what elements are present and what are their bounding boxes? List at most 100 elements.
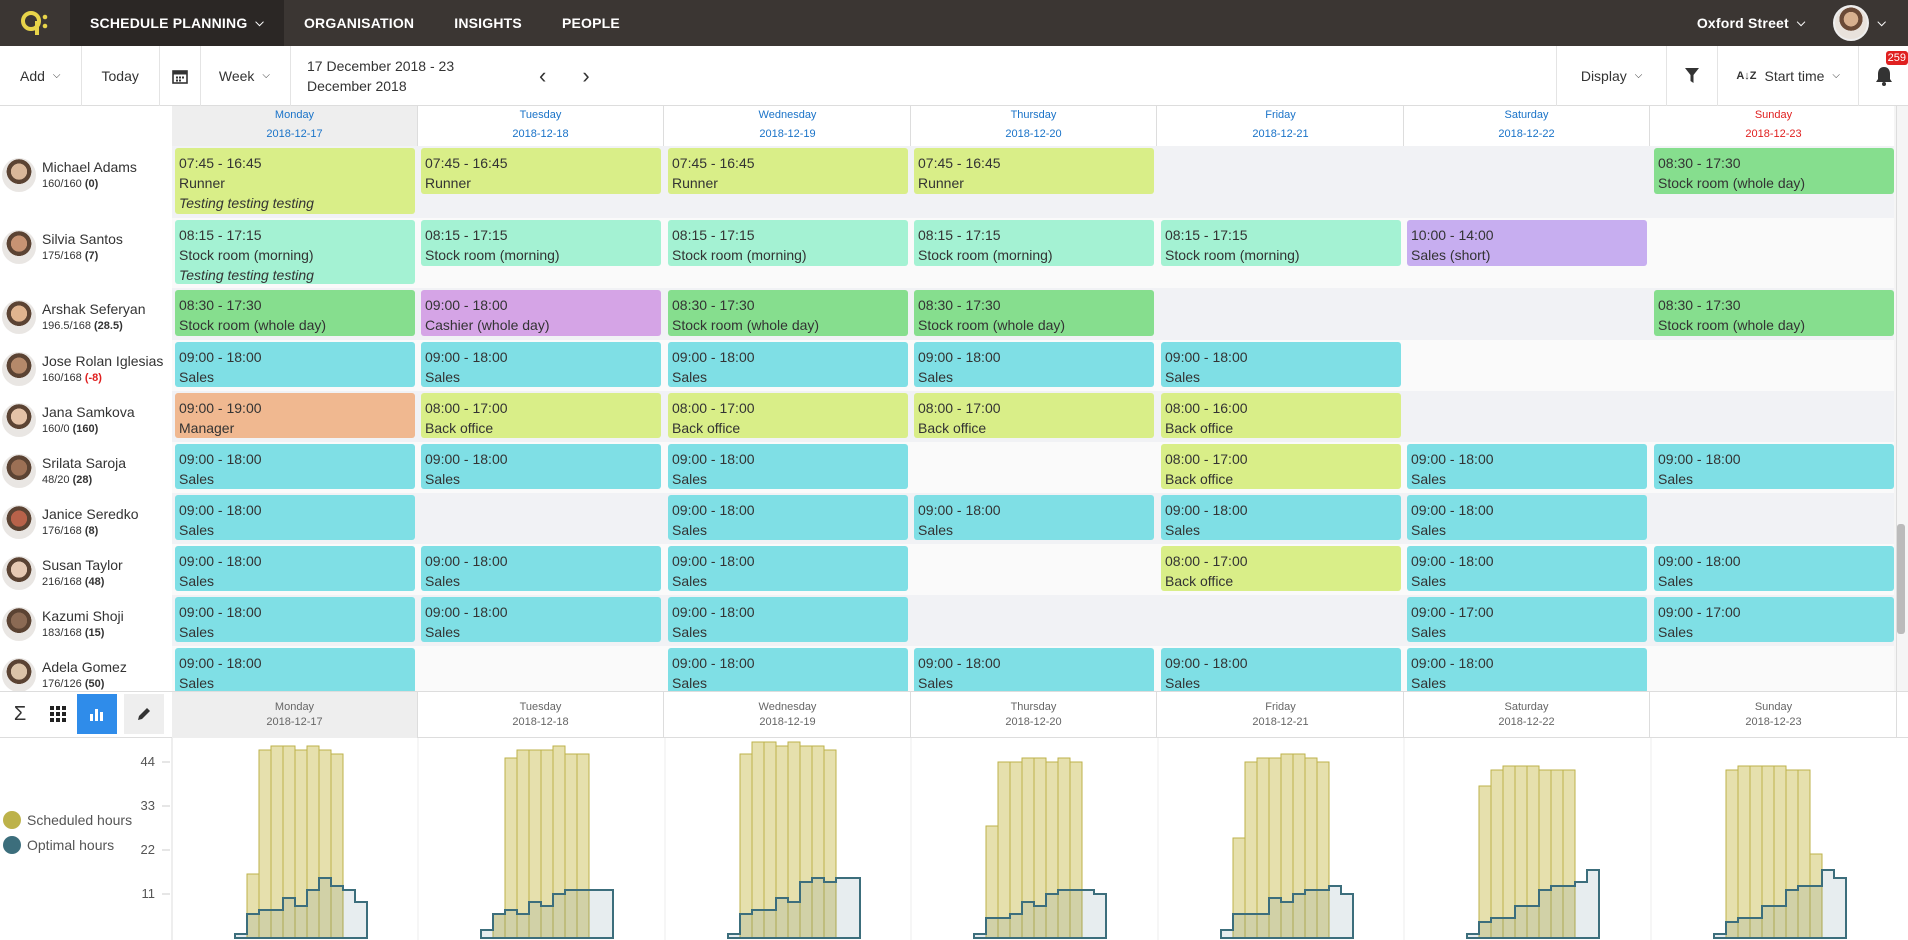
day-header[interactable]: Monday 2018-12-17 xyxy=(172,106,418,146)
scheduled-bar xyxy=(516,749,530,939)
filter-button[interactable] xyxy=(1666,45,1717,106)
next-week-button[interactable]: › xyxy=(564,63,607,89)
shift-block[interactable]: 08:15 - 17:15 Stock room (morning) xyxy=(914,220,1154,266)
vertical-scrollbar[interactable] xyxy=(1894,106,1908,691)
employee-0[interactable]: Michael Adams 160/160 (0) xyxy=(0,150,172,200)
shift-block[interactable]: 09:00 - 18:00 Sales xyxy=(1654,444,1894,489)
shift-block[interactable]: 09:00 - 18:00 Sales xyxy=(1161,495,1401,540)
shift-role: Stock room (morning) xyxy=(1165,247,1300,263)
shift-block[interactable]: 09:00 - 18:00 Sales xyxy=(914,648,1154,691)
employee-7[interactable]: Susan Taylor 216/168 (48) xyxy=(0,548,172,598)
sum-button[interactable]: Σ xyxy=(0,694,40,734)
sort-az-icon: A↓Z xyxy=(1736,69,1757,82)
app-logo[interactable] xyxy=(0,0,70,46)
day-header[interactable]: Tuesday 2018-12-18 xyxy=(418,106,664,146)
scrollbar-thumb[interactable] xyxy=(1897,524,1905,634)
shift-block[interactable]: 09:00 - 18:00 Sales xyxy=(1654,546,1894,591)
shift-block[interactable]: 08:00 - 17:00 Back office xyxy=(914,393,1154,438)
shift-block[interactable]: 08:30 - 17:30 Stock room (whole day) xyxy=(175,290,415,336)
summary-day-date: 2018-12-23 xyxy=(1745,716,1802,728)
shift-block[interactable]: 08:00 - 17:00 Back office xyxy=(668,393,908,438)
nav-insights[interactable]: INSIGHTS xyxy=(454,15,522,31)
day-header[interactable]: Wednesday 2018-12-19 xyxy=(665,106,911,146)
shift-block[interactable]: 09:00 - 18:00 Sales xyxy=(421,597,661,642)
shift-block[interactable]: 08:15 - 17:15 Stock room (morning) Testing… xyxy=(175,220,415,284)
shift-block[interactable]: 08:30 - 17:30 Stock room (whole day) xyxy=(1654,290,1894,336)
shift-block[interactable]: 09:00 - 19:00 Manager xyxy=(175,393,415,438)
user-menu[interactable]: ⌵ xyxy=(1825,0,1908,46)
day-header[interactable]: Thursday 2018-12-20 xyxy=(911,106,1157,146)
day-header[interactable]: Friday 2018-12-21 xyxy=(1158,106,1404,146)
shift-block[interactable]: 09:00 - 18:00 Sales xyxy=(1407,444,1647,489)
shift-block[interactable]: 09:00 - 18:00 Sales xyxy=(421,342,661,387)
shift-block[interactable]: 09:00 - 18:00 Sales xyxy=(175,648,415,691)
calendar-button[interactable] xyxy=(160,45,201,106)
shift-block[interactable]: 09:00 - 18:00 Sales xyxy=(668,495,908,540)
shift-block[interactable]: 08:00 - 17:00 Back office xyxy=(1161,444,1401,489)
shift-block[interactable]: 08:30 - 17:30 Stock room (whole day) xyxy=(914,290,1154,336)
shift-block[interactable]: 09:00 - 18:00 Sales xyxy=(1407,648,1647,691)
shift-block[interactable]: 09:00 - 18:00 Sales xyxy=(1407,495,1647,540)
day-header[interactable]: Sunday 2018-12-23 xyxy=(1651,106,1897,146)
shift-block[interactable]: 09:00 - 18:00 Sales xyxy=(914,495,1154,540)
shift-block[interactable]: 07:45 - 16:45 Runner Testing testing testi… xyxy=(175,148,415,214)
shift-block[interactable]: 09:00 - 17:00 Sales xyxy=(1407,597,1647,642)
employee-6[interactable]: Janice Seredko 176/168 (8) xyxy=(0,497,172,547)
shift-block[interactable]: 09:00 - 18:00 Sales xyxy=(668,597,908,642)
shift-block[interactable]: 09:00 - 18:00 Sales xyxy=(421,444,661,489)
shift-block[interactable]: 08:00 - 17:00 Back office xyxy=(421,393,661,438)
shift-block[interactable]: 07:45 - 16:45 Runner xyxy=(914,148,1154,194)
notifications-button[interactable]: 259 xyxy=(1858,45,1908,106)
employee-2[interactable]: Arshak Seferyan 196.5/168 (28.5) xyxy=(0,292,172,342)
shift-block[interactable]: 07:45 - 16:45 Runner xyxy=(668,148,908,194)
shift-block[interactable]: 09:00 - 18:00 Sales xyxy=(914,342,1154,387)
employee-9[interactable]: Adela Gomez 176/126 (50) xyxy=(0,650,172,691)
shift-block[interactable]: 08:15 - 17:15 Stock room (morning) xyxy=(421,220,661,266)
shift-block[interactable]: 09:00 - 17:00 Sales xyxy=(1654,597,1894,642)
edit-button[interactable] xyxy=(124,694,164,734)
view-selector[interactable]: Week ⌵ xyxy=(201,45,292,106)
shift-block[interactable]: 09:00 - 18:00 Sales xyxy=(175,342,415,387)
employee-5[interactable]: Srilata Saroja 48/20 (28) xyxy=(0,446,172,496)
shift-role: Stock room (morning) xyxy=(179,247,314,263)
add-button[interactable]: Add ⌵ xyxy=(0,45,82,106)
shift-block[interactable]: 08:00 - 16:00 Back office xyxy=(1161,393,1401,438)
shift-block[interactable]: 09:00 - 18:00 Sales xyxy=(668,546,908,591)
today-button[interactable]: Today xyxy=(82,45,160,106)
shift-block[interactable]: 09:00 - 18:00 Sales xyxy=(668,444,908,489)
shift-block[interactable]: 08:30 - 17:30 Stock room (whole day) xyxy=(1654,148,1894,194)
day-header[interactable]: Saturday 2018-12-22 xyxy=(1404,106,1650,146)
shift-block[interactable]: 09:00 - 18:00 Sales xyxy=(668,342,908,387)
nav-organisation[interactable]: ORGANISATION xyxy=(303,15,415,31)
pencil-icon xyxy=(138,708,150,720)
chart-button[interactable] xyxy=(77,694,117,734)
shift-block[interactable]: 09:00 - 18:00 Sales xyxy=(1407,546,1647,591)
employee-4[interactable]: Jana Samkova 160/0 (160) xyxy=(0,395,172,445)
shift-block[interactable]: 09:00 - 18:00 Sales xyxy=(175,546,415,591)
grid-button[interactable] xyxy=(38,694,78,734)
sort-selector[interactable]: A↓Z Start time ⌵ xyxy=(1717,45,1858,106)
shift-block[interactable]: 09:00 - 18:00 Sales xyxy=(175,597,415,642)
location-selector[interactable]: Oxford Street ⌵ xyxy=(1677,0,1826,46)
shift-block[interactable]: 09:00 - 18:00 Sales xyxy=(1161,648,1401,691)
nav-people[interactable]: PEOPLE xyxy=(561,15,620,31)
shift-block[interactable]: 09:00 - 18:00 Cashier (whole day) xyxy=(421,290,661,336)
shift-block[interactable]: 09:00 - 18:00 Sales xyxy=(668,648,908,691)
shift-block[interactable]: 08:30 - 17:30 Stock room (whole day) xyxy=(668,290,908,336)
shift-block[interactable]: 09:00 - 18:00 Sales xyxy=(175,444,415,489)
shift-block[interactable]: 08:15 - 17:15 Stock room (morning) xyxy=(668,220,908,266)
shift-block[interactable]: 10:00 - 14:00 Sales (short) xyxy=(1407,220,1647,266)
employee-1[interactable]: Silvia Santos 175/168 (7) xyxy=(0,222,172,272)
shift-block[interactable]: 08:15 - 17:15 Stock room (morning) xyxy=(1161,220,1401,266)
employee-3[interactable]: Jose Rolan Iglesias 160/168 (-8) xyxy=(0,344,172,394)
shift-block[interactable]: 09:00 - 18:00 Sales xyxy=(421,546,661,591)
shift-block[interactable]: 07:45 - 16:45 Runner xyxy=(421,148,661,194)
previous-week-button[interactable]: ‹ xyxy=(521,63,564,89)
shift-time: 09:00 - 18:00 xyxy=(672,553,755,569)
employee-8[interactable]: Kazumi Shoji 183/168 (15) xyxy=(0,599,172,649)
shift-block[interactable]: 09:00 - 18:00 Sales xyxy=(1161,342,1401,387)
display-selector[interactable]: Display ⌵ xyxy=(1555,45,1667,106)
shift-block[interactable]: 08:00 - 17:00 Back office xyxy=(1161,546,1401,591)
schedule-planning-menu[interactable]: SCHEDULE PLANNING ⌵ xyxy=(70,0,284,46)
shift-block[interactable]: 09:00 - 18:00 Sales xyxy=(175,495,415,540)
